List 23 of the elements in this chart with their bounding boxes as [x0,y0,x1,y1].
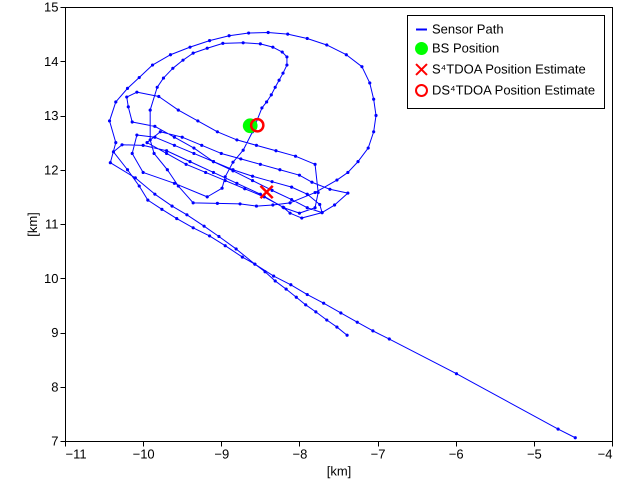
legend-label: Sensor Path [432,22,504,36]
y-tick-label: 14 [44,54,58,69]
legend-label: DS⁴TDOA Position Estimate [432,82,596,98]
y-tick-label: 7 [51,434,58,448]
x-tick-label: −6 [448,446,464,462]
x-axis-title: [km] [326,464,352,478]
x-tick-label: −9 [214,446,230,462]
y-tick-label: 13 [44,108,58,123]
y-tick-label: 10 [44,270,58,286]
legend-label: S⁴TDOA Position Estimate [432,62,586,76]
y-tick-label: 8 [51,379,58,394]
y-tick-label: 11 [45,216,58,232]
x-tick-label: −4 [598,446,612,462]
y-tick-label: 15 [44,0,58,14]
y-axis-title: [km] [25,212,40,237]
x-tick-label: −10 [132,446,155,462]
legend-label: BS Position [432,40,500,56]
x-tick-label: −7 [370,446,386,462]
y-tick-label: 9 [51,325,58,340]
y-tick-label: 12 [44,162,58,178]
x-tick-label: −5 [526,446,542,462]
x-tick-label: −8 [292,446,308,462]
x-tick-label: −11 [66,446,87,462]
